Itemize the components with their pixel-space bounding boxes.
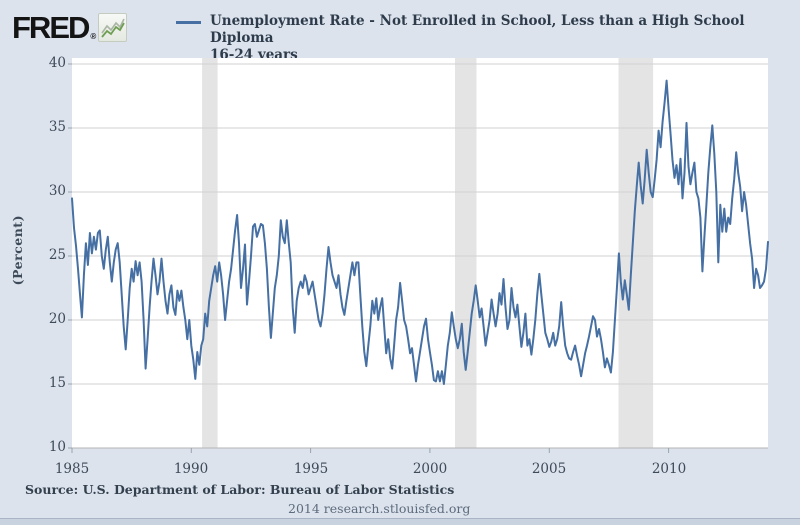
y-tick-label: 35 xyxy=(48,119,66,135)
recession-band xyxy=(202,58,218,448)
x-tick-label: 1985 xyxy=(54,461,90,477)
x-tick-label: 2005 xyxy=(531,461,567,477)
y-tick-label: 10 xyxy=(48,439,66,455)
chart-legend: Unemployment Rate - Not Enrolled in Scho… xyxy=(176,13,750,64)
y-tick-label: 30 xyxy=(48,183,66,199)
y-tick-label: 40 xyxy=(48,55,66,71)
x-tick-label: 1995 xyxy=(293,461,329,477)
y-tick-label: 25 xyxy=(48,247,66,263)
chart-svg xyxy=(68,58,769,453)
series-title-line-1: Unemployment Rate - Not Enrolled in Scho… xyxy=(210,13,745,46)
legend-line-swatch xyxy=(176,21,201,24)
fred-logo-text: FRED xyxy=(12,10,90,45)
unemployment-rate-line xyxy=(71,79,769,385)
fred-logo[interactable]: FRED ® xyxy=(12,10,128,46)
recession-band xyxy=(455,58,477,448)
fred-sparkline-icon xyxy=(98,13,128,42)
footer-attribution: 2014 research.stlouisfed.org xyxy=(288,501,471,516)
registered-trademark-mark: ® xyxy=(90,32,97,41)
y-tick-label: 15 xyxy=(48,375,66,391)
x-tick-label: 1990 xyxy=(173,461,209,477)
y-axis-title: (Percent) xyxy=(10,215,25,286)
bottom-divider-bar xyxy=(0,518,800,525)
x-tick-label: 2000 xyxy=(412,461,448,477)
source-note: Source: U.S. Department of Labor: Bureau… xyxy=(25,482,455,497)
x-tick-label: 2010 xyxy=(651,461,687,477)
series-title: Unemployment Rate - Not Enrolled in Scho… xyxy=(210,13,750,64)
y-tick-label: 20 xyxy=(48,311,66,327)
plot-area xyxy=(68,58,769,453)
recession-band xyxy=(618,58,654,448)
